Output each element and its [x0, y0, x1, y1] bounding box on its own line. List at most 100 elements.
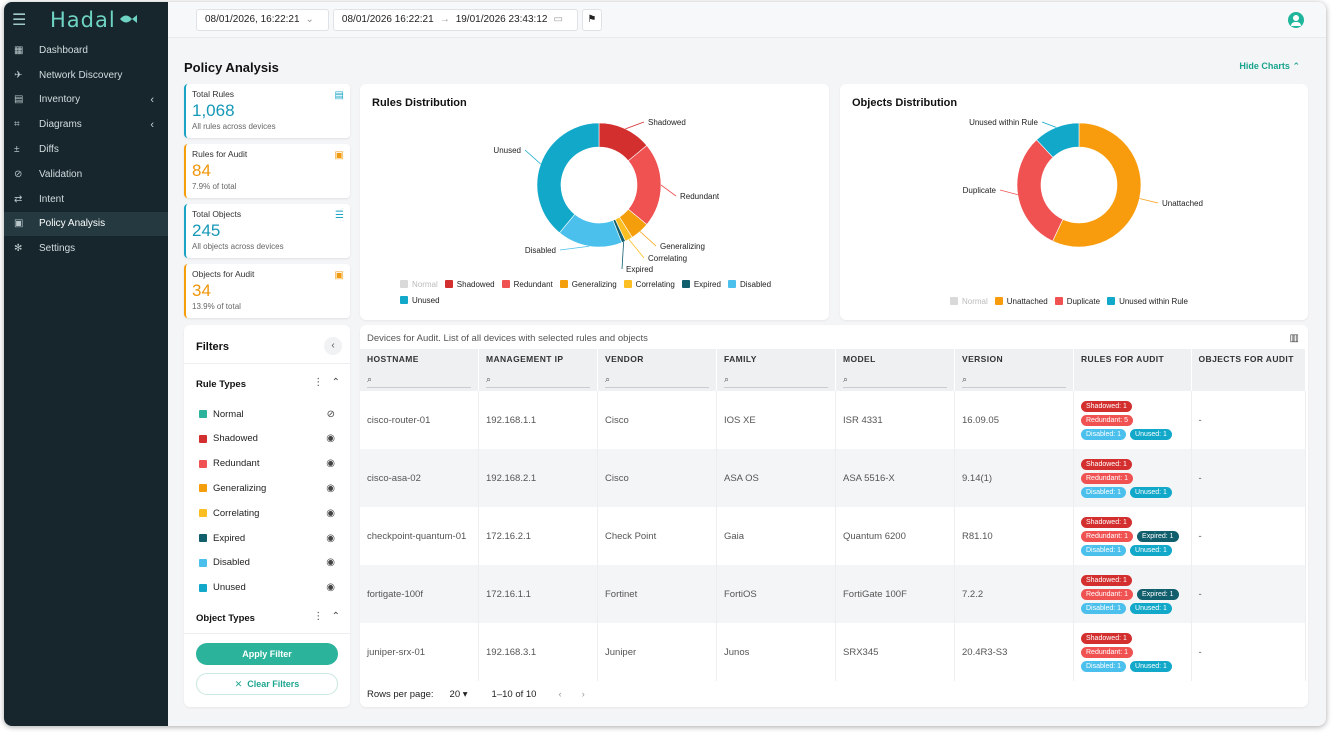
clipboard-check-icon: ▣ — [334, 270, 344, 281]
flag-button[interactable]: ⚑ — [581, 8, 602, 31]
sidebar-item-diagrams[interactable]: ⌗ Diagrams ‹ — [4, 112, 168, 137]
chevron-up-icon[interactable]: ⌃ — [331, 377, 340, 388]
table-row[interactable]: juniper-srx-01 192.168.3.1 Juniper Junos SRX… — [360, 623, 1307, 681]
column-header-objects-for-audit[interactable]: OBJECTS FOR AUDIT — [1191, 349, 1307, 369]
legend-item-generalizing[interactable]: Generalizing — [559, 276, 617, 292]
range-end: 19/01/2026 23:43:12 — [455, 14, 548, 25]
rules-legend: Normal Shadowed Redundant Generalizing Corre… — [400, 276, 820, 308]
app-window: ☰ Hadal ▦ Dashboard ✈ Network Discovery ▤ I… — [4, 2, 1326, 726]
legend-item-duplicate[interactable]: Duplicate — [1054, 293, 1100, 309]
hamburger-menu-icon[interactable]: ☰ — [12, 12, 27, 29]
slice-unused-within-rule[interactable] — [1036, 122, 1080, 158]
rows-per-page-select[interactable]: 20 ▾ — [450, 689, 468, 700]
hide-charts-button[interactable]: Hide Charts ⌃ — [1239, 61, 1300, 72]
column-header-version[interactable]: VERSION — [954, 349, 1074, 369]
column-header-vendor[interactable]: VENDOR — [597, 349, 717, 369]
legend-item-unused[interactable]: Unused — [400, 292, 440, 308]
legend-item-disabled[interactable]: Disabled — [727, 276, 771, 292]
clear-filters-button[interactable]: ✕ Clear Filters — [196, 673, 338, 695]
legend-item-shadowed[interactable]: Shadowed — [444, 276, 495, 292]
chevron-up-icon: ⌃ — [1292, 61, 1300, 71]
rule-type-normal[interactable]: Normal ⊘ — [199, 407, 335, 421]
column-search-input[interactable]: ⌕ — [605, 372, 709, 388]
sidebar-item-label: Diffs — [39, 144, 59, 156]
collapse-filters-button[interactable]: ‹ — [324, 337, 342, 355]
eye-icon[interactable]: ◉ — [326, 433, 335, 445]
column-header-management-ip[interactable]: MANAGEMENT IP — [478, 349, 598, 369]
column-header-family[interactable]: FAMILY — [716, 349, 836, 369]
rule-type-disabled[interactable]: Disabled ◉ — [199, 556, 335, 570]
search-icon: ⌕ — [486, 374, 492, 384]
cell-ip: 192.168.2.1 — [478, 449, 598, 507]
rule-type-shadowed[interactable]: Shadowed ◉ — [199, 432, 335, 446]
slice-label-generalizing: Generalizing — [660, 242, 705, 251]
devices-table: HOSTNAME MANAGEMENT IP VENDOR FAMILY MODEL VE… — [360, 349, 1307, 681]
rule-type-correlating[interactable]: Correlating ◉ — [199, 506, 335, 520]
table-row[interactable]: cisco-asa-02 192.168.2.1 Cisco ASA OS ASA 55… — [360, 449, 1307, 507]
rule-type-unused[interactable]: Unused ◉ — [199, 581, 335, 595]
column-search-input[interactable]: ⌕ — [843, 372, 947, 388]
badge-expired: Expired: 1 — [1137, 530, 1179, 542]
snapshot-select[interactable]: 08/01/2026, 16:22:21 ⌄ — [196, 8, 329, 31]
next-page-icon[interactable]: › — [581, 688, 585, 700]
column-search-input[interactable]: ⌕ — [962, 372, 1066, 388]
eye-icon[interactable]: ◉ — [326, 482, 335, 494]
rule-type-redundant[interactable]: Redundant ◉ — [199, 457, 335, 471]
date-range-picker[interactable]: 08/01/2026 16:22:21 → 19/01/2026 23:43:1… — [332, 8, 578, 31]
sidebar-item-diffs[interactable]: ± Diffs — [4, 137, 168, 162]
column-header-rules-for-audit[interactable]: RULES FOR AUDIT — [1073, 349, 1192, 369]
legend-item-correlating[interactable]: Correlating — [623, 276, 675, 292]
eye-off-icon[interactable]: ⊘ — [326, 408, 335, 420]
slice-unattached[interactable] — [1052, 122, 1142, 248]
sidebar-item-network-discovery[interactable]: ✈ Network Discovery — [4, 63, 168, 88]
column-search-cell: ⌕ — [954, 369, 1074, 391]
more-vert-icon[interactable]: ⋮ — [313, 611, 324, 622]
rule-type-label: Expired — [213, 532, 246, 544]
stat-value: 1,068 — [192, 101, 235, 120]
sidebar-item-settings[interactable]: ✻ Settings — [4, 236, 168, 261]
sidebar-item-inventory[interactable]: ▤ Inventory ‹ — [4, 88, 168, 113]
cell-rules-for-audit: Shadowed: 1 Redundant: 5 Disabled: 1 Unused… — [1073, 391, 1192, 449]
table-row[interactable]: fortigate-100f 172.16.1.1 Fortinet FortiOS F… — [360, 565, 1307, 623]
table-row[interactable]: cisco-router-01 192.168.1.1 Cisco IOS XE ISR… — [360, 391, 1307, 449]
legend-item-expired[interactable]: Expired — [681, 276, 721, 292]
legend-item-redundant[interactable]: Redundant — [501, 276, 553, 292]
user-avatar[interactable] — [1288, 12, 1304, 28]
eye-icon[interactable]: ◉ — [326, 458, 335, 470]
sidebar-item-dashboard[interactable]: ▦ Dashboard — [4, 38, 168, 63]
rule-type-generalizing[interactable]: Generalizing ◉ — [199, 481, 335, 495]
slice-unused[interactable] — [536, 122, 600, 234]
eye-icon[interactable]: ◉ — [326, 532, 335, 544]
sidebar-item-label: Settings — [39, 243, 76, 255]
column-search-input[interactable]: ⌕ — [367, 372, 471, 388]
intent-icon: ⇄ — [14, 193, 23, 205]
eye-icon[interactable]: ◉ — [326, 507, 335, 519]
legend-item-normal[interactable]: Normal — [400, 276, 438, 292]
cell-version: 16.09.05 — [954, 391, 1074, 449]
slice-redundant[interactable] — [627, 145, 662, 225]
legend-item-normal[interactable]: Normal — [950, 293, 988, 309]
stat-value: 34 — [192, 281, 211, 300]
column-header-model[interactable]: MODEL — [835, 349, 955, 369]
table-row[interactable]: checkpoint-quantum-01 172.16.2.1 Check Poi… — [360, 507, 1307, 565]
sidebar-item-validation[interactable]: ⊘ Validation — [4, 162, 168, 187]
column-search-input[interactable]: ⌕ — [486, 372, 590, 388]
prev-page-icon[interactable]: ‹ — [558, 688, 562, 700]
eye-icon[interactable]: ◉ — [326, 582, 335, 594]
sidebar-item-intent[interactable]: ⇄ Intent — [4, 187, 168, 212]
badge-disabled: Disabled: 1 — [1081, 544, 1127, 556]
columns-icon[interactable]: ▥ — [1289, 333, 1299, 344]
column-header-hostname[interactable]: HOSTNAME — [360, 349, 479, 369]
eye-icon[interactable]: ◉ — [326, 557, 335, 569]
stat-subtitle: All rules across devices — [192, 122, 276, 131]
more-vert-icon[interactable]: ⋮ — [313, 377, 324, 388]
column-search-input[interactable]: ⌕ — [724, 372, 828, 388]
database-icon: ☰ — [335, 210, 344, 221]
legend-item-unused-within-rule[interactable]: Unused within Rule — [1107, 293, 1188, 309]
rule-type-expired[interactable]: Expired ◉ — [199, 531, 335, 545]
chevron-up-icon[interactable]: ⌃ — [331, 611, 340, 622]
apply-filter-button[interactable]: Apply Filter — [196, 643, 338, 665]
sidebar-item-policy-analysis[interactable]: ▣ Policy Analysis — [4, 211, 168, 237]
cell-ip: 192.168.3.1 — [478, 623, 598, 681]
legend-item-unattached[interactable]: Unattached — [994, 293, 1048, 309]
